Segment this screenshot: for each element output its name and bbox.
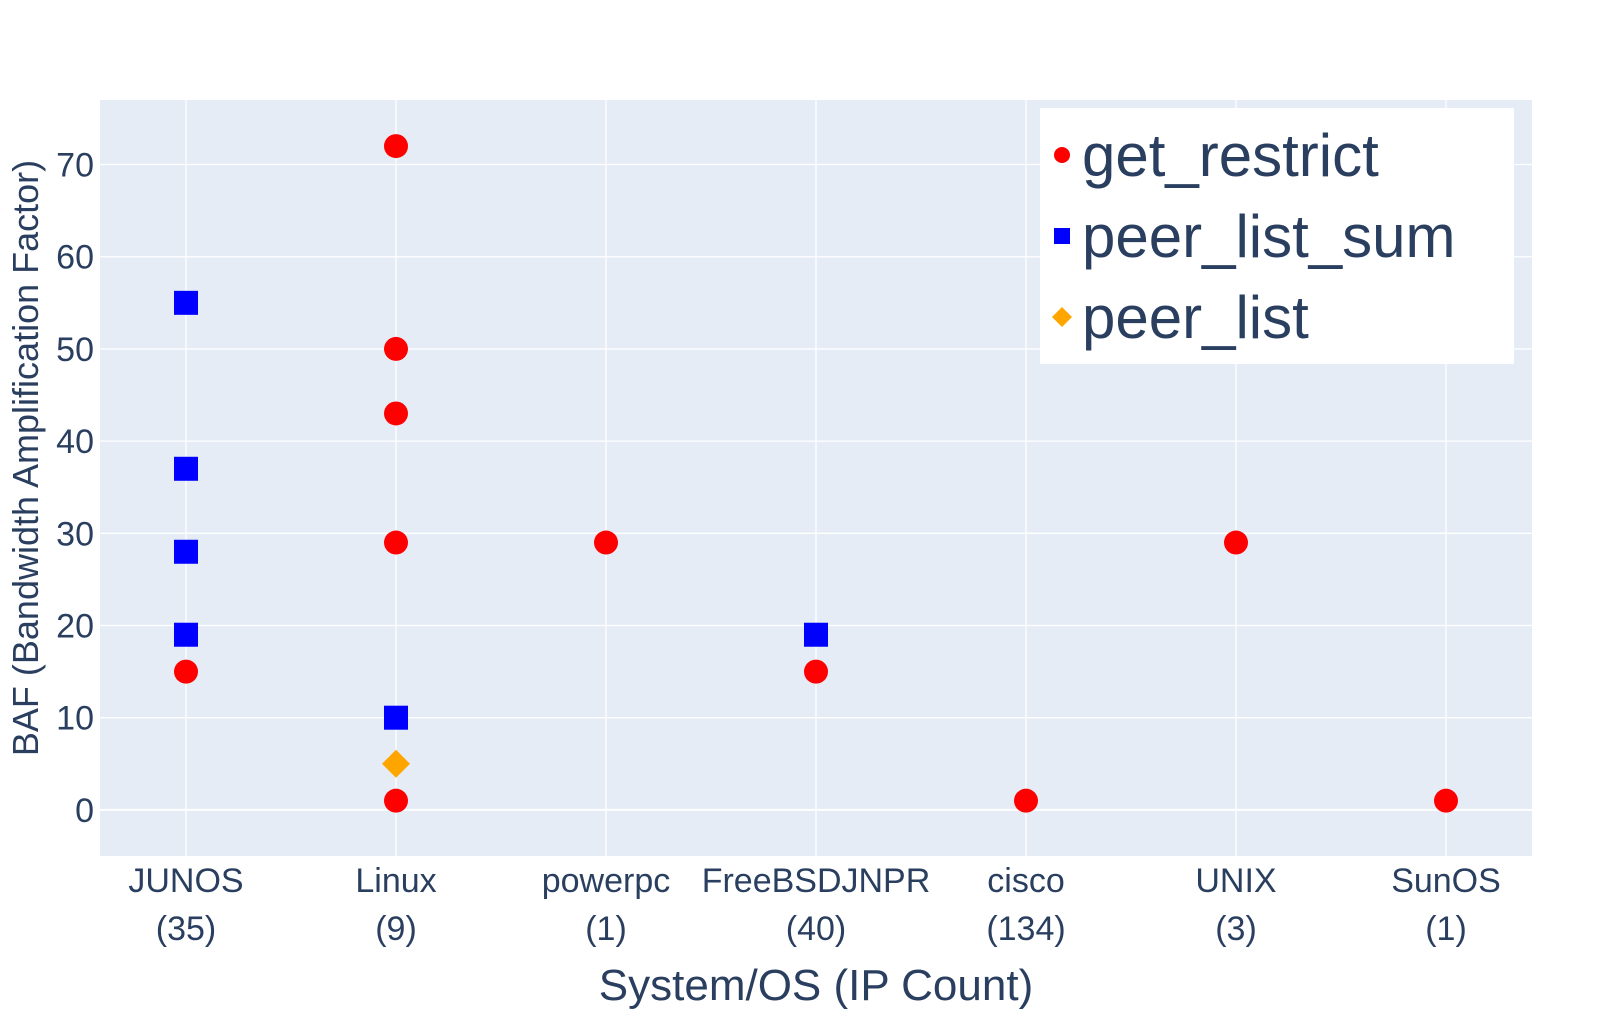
series-get_restrict (174, 134, 1458, 813)
x-tick-count: (35) (156, 910, 216, 948)
legend-box (1040, 108, 1514, 364)
y-tick-label: 10 (56, 700, 94, 738)
x-tick-label: UNIX (1195, 862, 1276, 900)
legend-label-peer_list: peer_list (1082, 284, 1309, 351)
x-tick-count: (3) (1215, 910, 1257, 948)
y-tick-label: 70 (56, 147, 94, 185)
y-tick-label: 50 (56, 331, 94, 369)
legend-marker-get_restrict (1054, 147, 1070, 163)
series-peer_list_sum (174, 290, 828, 730)
data-points (174, 134, 1458, 813)
point-peer_list_sum (804, 622, 828, 647)
legend-marker-peer_list (1052, 307, 1072, 327)
x-tick-label: SunOS (1391, 862, 1501, 900)
legend-label-get_restrict: get_restrict (1082, 122, 1379, 189)
y-tick-label: 20 (56, 608, 94, 646)
x-tick-labels: JUNOS (35) Linux (9) powerpc (1) FreeBSDJNPR (4… (128, 862, 1500, 948)
point-get_restrict (1224, 530, 1248, 555)
series-peer_list (382, 749, 410, 778)
point-get_restrict (1014, 788, 1038, 813)
x-tick-count: (1) (1425, 910, 1467, 948)
x-tick-label: cisco (987, 862, 1064, 900)
legend-item-peer_list_sum[interactable]: peer_list_sum (1054, 203, 1456, 270)
y-axis-title: BAF (Bandwidth Amplification Factor) (5, 160, 46, 756)
point-get_restrict (174, 659, 198, 684)
x-tick-label: FreeBSDJNPR (702, 862, 931, 900)
x-tick-label: Linux (355, 862, 436, 900)
point-peer_list (382, 749, 410, 778)
legend-label-peer_list_sum: peer_list_sum (1082, 203, 1456, 270)
y-tick-label: 60 (56, 239, 94, 277)
point-peer_list_sum (174, 539, 198, 564)
point-get_restrict (384, 336, 408, 361)
legend-item-get_restrict[interactable]: get_restrict (1054, 122, 1379, 189)
y-tick-labels: 0 10 20 30 40 50 60 70 (56, 147, 94, 830)
x-axis-title: System/OS (IP Count) (599, 961, 1033, 1010)
x-tick-count: (9) (375, 910, 417, 948)
point-get_restrict (384, 401, 408, 426)
x-tick-label: JUNOS (128, 862, 243, 900)
point-peer_list_sum (384, 705, 408, 730)
y-tick-label: 40 (56, 423, 94, 461)
point-peer_list_sum (174, 622, 198, 647)
x-tick-label: powerpc (542, 862, 671, 900)
point-get_restrict (804, 659, 828, 684)
point-get_restrict (1434, 788, 1458, 813)
x-tick-count: (40) (786, 910, 846, 948)
point-get_restrict (384, 134, 408, 159)
x-tick-count: (134) (986, 910, 1065, 948)
legend: get_restrict peer_list_sum peer_list (1040, 108, 1514, 364)
legend-marker-peer_list_sum (1054, 228, 1070, 244)
point-get_restrict (384, 788, 408, 813)
point-peer_list_sum (174, 290, 198, 315)
y-tick-label: 0 (75, 792, 94, 830)
legend-item-peer_list[interactable]: peer_list (1052, 284, 1309, 351)
point-get_restrict (384, 530, 408, 555)
x-tick-count: (1) (585, 910, 627, 948)
y-tick-label: 30 (56, 515, 94, 553)
point-get_restrict (594, 530, 618, 555)
point-peer_list_sum (174, 456, 198, 481)
